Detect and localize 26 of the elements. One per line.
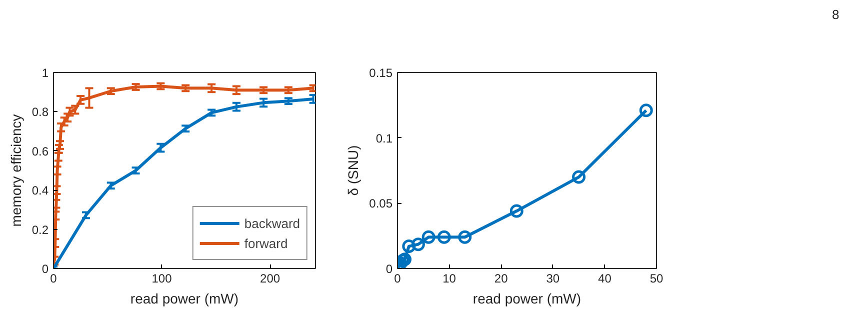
y-tick-label: 0.1 (376, 131, 393, 146)
legend-label: forward (244, 236, 288, 250)
y-tick-label: 0.05 (369, 196, 393, 211)
x-tick-label: 100 (152, 272, 172, 286)
legend-label: backward (244, 216, 300, 230)
y-axis-title: δ (SNU) (345, 145, 362, 196)
y-tick-label: 0.15 (369, 66, 393, 80)
x-tick-label: 0 (394, 272, 402, 286)
text: 8 (832, 6, 840, 24)
x-tick-label: 10 (442, 272, 456, 286)
y-tick-label: 0.6 (32, 144, 49, 158)
y-tick-label: 1 (42, 66, 49, 80)
x-tick-label: 30 (546, 272, 560, 286)
x-tick-label: 200 (260, 272, 280, 286)
y-tick-label: 0 (386, 262, 393, 276)
y-tick-label: 0.2 (32, 222, 49, 237)
y-tick-label: 0.8 (32, 105, 49, 120)
x-tick-label: 50 (650, 272, 664, 286)
x-axis-title: read power (mW) (472, 290, 582, 306)
x-axis-title: read power (mW) (130, 290, 239, 306)
x-tick-label: 40 (598, 272, 612, 286)
y-axis-title: memory efficiency (8, 114, 24, 227)
x-tick-label: 20 (494, 272, 508, 286)
y-tick-label: 0 (42, 262, 49, 276)
x-tick-label: 0 (50, 272, 58, 286)
y-tick-label: 0.4 (32, 184, 49, 198)
